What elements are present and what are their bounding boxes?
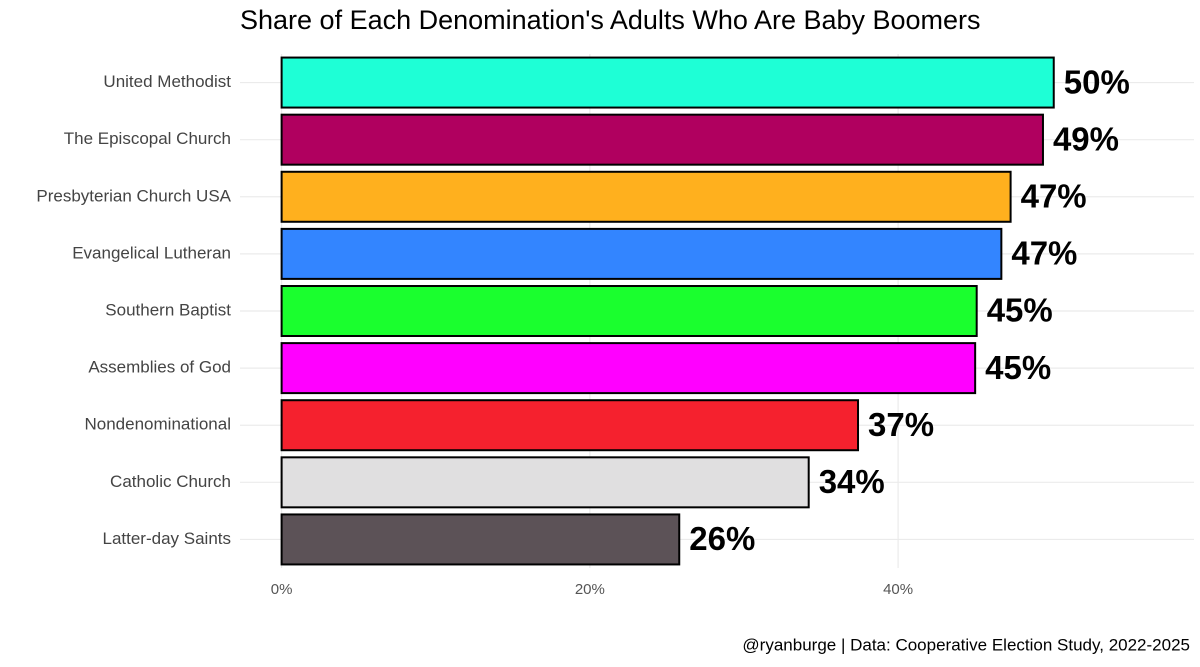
bar (280, 285, 978, 337)
y-tick-label: Latter-day Saints (102, 529, 231, 548)
bar (280, 399, 860, 452)
caption: @ryanburge | Data: Cooperative Election … (742, 635, 1190, 654)
chart-title: Share of Each Denomination's Adults Who … (240, 5, 981, 35)
bar (280, 227, 1003, 280)
y-tick-label: Assemblies of God (88, 358, 231, 377)
bar (280, 513, 681, 566)
y-tick-label: Southern Baptist (105, 300, 231, 319)
data-label: 47% (1011, 235, 1077, 272)
data-label: 45% (985, 349, 1051, 386)
data-label: 45% (987, 292, 1053, 329)
y-tick-label: Evangelical Lutheran (72, 243, 231, 262)
y-tick-label: Presbyterian Church USA (36, 186, 231, 205)
x-tick-label: 40% (883, 581, 913, 598)
data-label: 34% (819, 463, 885, 500)
data-label: 50% (1064, 63, 1130, 100)
bar (280, 170, 1012, 223)
y-tick-label: United Methodist (103, 72, 231, 91)
bar (280, 342, 977, 395)
x-tick-label: 0% (271, 581, 293, 598)
data-label: 49% (1053, 120, 1119, 157)
data-label: 47% (1021, 177, 1087, 214)
data-label: 37% (868, 406, 934, 443)
x-tick-label: 20% (575, 581, 605, 598)
y-tick-label: The Episcopal Church (64, 129, 231, 148)
data-label: 26% (689, 520, 755, 557)
y-tick-label: Catholic Church (110, 472, 231, 491)
bar (280, 56, 1055, 109)
y-tick-label: Nondenominational (85, 415, 232, 434)
bar (280, 456, 810, 509)
bar (280, 113, 1044, 166)
